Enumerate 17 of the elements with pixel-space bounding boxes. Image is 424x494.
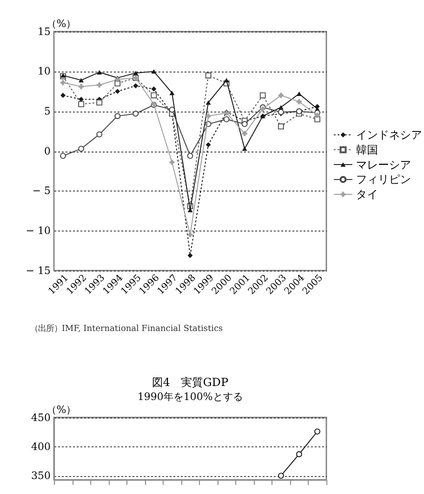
chart-subtitle: 1990年を100%とする	[138, 390, 243, 403]
y-tick-label: − 15	[26, 266, 51, 277]
legend-label: タイ	[356, 188, 378, 202]
y-tick-label: − 5	[32, 186, 51, 198]
legend-label: インドネシア	[356, 128, 422, 142]
text: （出所）IMF, International Financial Statistics	[30, 323, 223, 334]
chart-title: 図4 実質GDP	[152, 376, 229, 389]
y-tick-label: 0	[44, 146, 51, 158]
legend-label: マレーシア	[356, 158, 412, 172]
legend-label: フィリピン	[356, 173, 412, 186]
y-tick-label: 350	[31, 470, 51, 482]
y-tick-label: 450	[31, 412, 51, 424]
y-tick-label: 400	[31, 442, 51, 453]
y-tick-label: 5	[44, 106, 51, 118]
y-tick-label: 10	[38, 66, 51, 78]
legend-label: 韓国	[356, 143, 378, 156]
y-tick-label: − 10	[26, 226, 51, 238]
